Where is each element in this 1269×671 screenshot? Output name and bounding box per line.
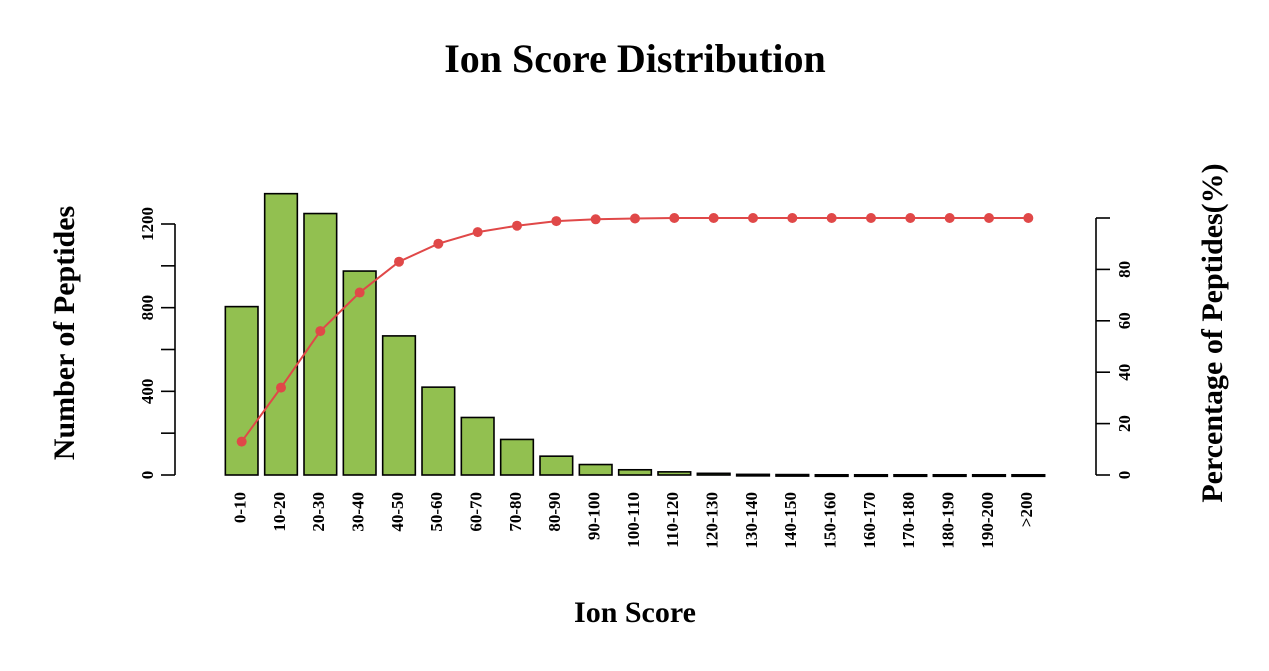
cumulative-point [512, 220, 522, 231]
x-category-label: 70-80 [506, 492, 525, 532]
bar [381, 335, 417, 476]
cumulative-point [708, 213, 719, 223]
x-category-label: 60-70 [467, 492, 486, 532]
x-category-label: 160-170 [860, 492, 879, 549]
y-tick-label: 800 [138, 295, 157, 321]
y2-axis-title: Percentage of Peptides(%) [1196, 163, 1229, 502]
y-tick-label: 400 [138, 379, 157, 405]
x-category-label: 80-90 [545, 492, 564, 532]
x-category-label: 100-110 [624, 492, 643, 548]
y-axis-title: Number of Peptides [48, 206, 81, 460]
cumulative-point [394, 256, 404, 267]
cumulative-point [315, 326, 326, 337]
x-axis-title: Ion Score [574, 596, 696, 629]
x-category-label: 120-130 [703, 492, 722, 549]
x-category-label: 50-60 [427, 492, 446, 532]
bar [421, 386, 456, 476]
cumulative-point [276, 382, 286, 393]
x-category-label: 180-190 [939, 492, 958, 549]
cumulative-point [826, 213, 837, 223]
cumulative-point [787, 213, 798, 223]
cumulative-point [236, 436, 247, 447]
bar [1011, 473, 1046, 478]
bar [460, 416, 495, 476]
cumulative-point [866, 213, 876, 223]
bar [342, 270, 377, 476]
y2-tick-label: 40 [1115, 364, 1134, 381]
bar [499, 438, 535, 476]
x-category-label: 40-50 [388, 492, 407, 532]
bar [696, 472, 731, 476]
x-category-label: 140-150 [781, 492, 800, 549]
bar [657, 471, 692, 476]
cumulative-point [551, 216, 562, 227]
cumulative-point [944, 213, 955, 223]
x-category-label: 190-200 [978, 492, 997, 549]
y-tick-label: 1200 [138, 207, 157, 241]
x-category-label: 150-160 [821, 492, 840, 549]
x-category-label: 0-10 [231, 492, 250, 523]
bar [893, 473, 928, 478]
x-category-label: 130-140 [742, 492, 761, 549]
bar [853, 473, 889, 478]
chart-title: Ion Score Distribution [444, 36, 826, 81]
cumulative-point [748, 213, 758, 223]
x-category-label: 10-20 [270, 492, 289, 532]
cumulative-point [1023, 213, 1034, 223]
y-tick-label: 0 [138, 471, 157, 480]
x-category-label: 20-30 [309, 492, 328, 532]
cumulative-point [669, 213, 680, 223]
y2-tick-label: 80 [1115, 261, 1134, 278]
x-category-label: >200 [1017, 492, 1036, 527]
cumulative-point [433, 238, 444, 249]
bar [971, 473, 1007, 478]
bar [263, 192, 299, 476]
bar [932, 473, 967, 478]
cumulative-point [354, 287, 365, 298]
y2-tick-label: 60 [1115, 312, 1134, 329]
x-category-label: 110-120 [663, 492, 682, 548]
y2-tick-label: 0 [1115, 471, 1134, 480]
bar [224, 305, 259, 476]
x-category-label: 30-40 [349, 492, 368, 532]
cumulative-point [630, 213, 640, 224]
bar [814, 473, 849, 478]
bar [617, 468, 653, 476]
cumulative-point [984, 213, 994, 223]
cumulative-point [905, 213, 916, 223]
bar [775, 473, 810, 477]
bar [578, 463, 613, 476]
y2-tick-label: 20 [1115, 415, 1134, 432]
x-category-label: 170-180 [899, 492, 918, 549]
plot-area: 0 400 800 1200 0 20 40 60 80 0-10 10-20 20-30 30-40 4… [138, 192, 1134, 549]
cumulative-point [590, 214, 601, 225]
bar [539, 455, 574, 476]
bar [735, 473, 771, 477]
bar [303, 212, 338, 476]
x-category-label: 90-100 [585, 492, 604, 540]
cumulative-point [472, 227, 483, 238]
